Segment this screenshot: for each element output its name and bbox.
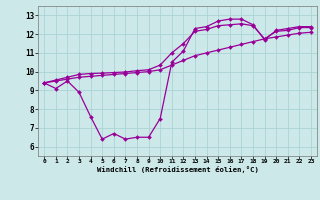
X-axis label: Windchill (Refroidissement éolien,°C): Windchill (Refroidissement éolien,°C) [97,166,259,173]
